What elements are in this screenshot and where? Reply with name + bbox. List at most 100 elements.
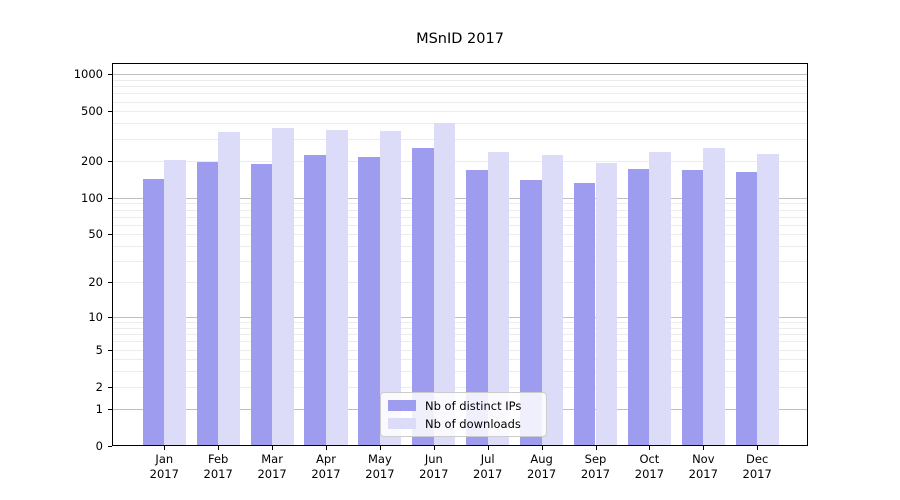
gridline-minor bbox=[112, 359, 808, 361]
y-tick-label: 5 bbox=[95, 342, 103, 357]
x-tick-mark bbox=[326, 446, 327, 450]
bar-distinct-ips-feb bbox=[196, 161, 219, 446]
y-tick-label: 1 bbox=[95, 401, 103, 416]
y-tick-mark bbox=[108, 316, 112, 318]
gridline-major bbox=[112, 316, 808, 318]
x-tick-mark bbox=[164, 446, 166, 450]
gridline-minor bbox=[112, 101, 808, 103]
gridline-minor bbox=[112, 224, 808, 226]
x-tick-mark bbox=[703, 446, 705, 450]
x-tick-mark bbox=[541, 446, 543, 450]
x-tick-year: 2017 bbox=[311, 466, 341, 481]
y-tick-label: 1000 bbox=[73, 67, 103, 82]
x-tick-label: Jul 2017 bbox=[458, 452, 518, 481]
x-tick-label: Nov 2017 bbox=[673, 452, 733, 481]
plot-area bbox=[112, 63, 808, 446]
x-tick-month: May bbox=[368, 452, 392, 466]
gridline-minor bbox=[112, 371, 808, 373]
bar-downloads-feb bbox=[218, 131, 240, 446]
legend-label-downloads: Nb of downloads bbox=[425, 416, 521, 431]
x-tick-mark bbox=[379, 446, 381, 450]
bar-distinct-ips-aug bbox=[520, 179, 542, 446]
y-tick-mark bbox=[108, 282, 112, 284]
gridline-minor bbox=[112, 341, 808, 343]
x-tick-year: 2017 bbox=[257, 466, 287, 481]
gridline-minor bbox=[112, 79, 808, 81]
bar-downloads-apr bbox=[326, 130, 348, 446]
x-tick-mark bbox=[433, 446, 435, 450]
x-tick-label: May 2017 bbox=[350, 452, 410, 481]
bar-distinct-ips-mar bbox=[250, 163, 273, 446]
bar-distinct-ips-sep bbox=[573, 183, 596, 446]
y-tick-label: 500 bbox=[81, 104, 103, 119]
x-tick-month: Jan bbox=[155, 452, 174, 466]
y-tick-mark bbox=[108, 234, 112, 236]
gridline-minor bbox=[112, 138, 808, 140]
x-tick-year: 2017 bbox=[742, 466, 772, 481]
gridline-minor bbox=[112, 246, 808, 248]
bar-downloads-oct bbox=[649, 151, 671, 446]
x-tick-label: Mar 2017 bbox=[242, 452, 302, 481]
y-tick-label: 20 bbox=[88, 275, 103, 290]
legend: Nb of distinct IPs Nb of downloads bbox=[380, 392, 547, 437]
x-tick-year: 2017 bbox=[365, 466, 395, 481]
x-tick-year: 2017 bbox=[634, 466, 665, 481]
gridline-minor bbox=[112, 160, 808, 162]
gridline-minor bbox=[112, 216, 808, 218]
y-tick-mark bbox=[108, 408, 112, 410]
gridline-minor bbox=[112, 93, 808, 95]
gridline-minor bbox=[112, 209, 808, 211]
x-tick-year: 2017 bbox=[580, 466, 611, 481]
bar-downloads-jan bbox=[164, 159, 186, 446]
bar-distinct-ips-jan bbox=[142, 178, 165, 446]
x-tick-mark bbox=[487, 446, 489, 450]
x-tick-year: 2017 bbox=[203, 466, 233, 481]
x-tick-label: Jun 2017 bbox=[404, 452, 464, 481]
bar-distinct-ips-jun bbox=[412, 147, 434, 446]
gridline-minor bbox=[112, 334, 808, 336]
x-tick-year: 2017 bbox=[473, 466, 503, 481]
bar-distinct-ips-dec bbox=[735, 172, 758, 446]
y-tick-mark bbox=[108, 160, 112, 162]
x-tick-label: Apr 2017 bbox=[296, 452, 356, 481]
gridline-minor bbox=[112, 327, 808, 329]
gridline-minor bbox=[112, 282, 808, 284]
bar-distinct-ips-jul bbox=[466, 169, 488, 446]
x-tick-month: Nov bbox=[692, 452, 715, 466]
bar-distinct-ips-nov bbox=[681, 169, 704, 446]
x-tick-label: Oct 2017 bbox=[619, 452, 679, 481]
bar-downloads-jun bbox=[433, 122, 456, 446]
gridline-minor bbox=[112, 111, 808, 113]
legend-label-distinct-ips: Nb of distinct IPs bbox=[425, 398, 522, 413]
y-tick-mark bbox=[108, 197, 112, 199]
x-tick-month: Apr bbox=[316, 452, 336, 466]
x-tick-year: 2017 bbox=[149, 466, 179, 481]
gridline-minor bbox=[112, 234, 808, 236]
x-tick-mark bbox=[218, 446, 220, 450]
y-tick-label: 0 bbox=[95, 439, 103, 453]
x-tick-label: Dec 2017 bbox=[727, 452, 787, 481]
gridline-minor bbox=[112, 86, 808, 88]
y-tick-label: 2 bbox=[95, 379, 103, 394]
y-tick-mark bbox=[108, 446, 112, 447]
bar-downloads-mar bbox=[272, 128, 294, 446]
gridline-minor bbox=[112, 203, 808, 205]
gridline-minor bbox=[112, 123, 808, 125]
x-tick-mark bbox=[595, 446, 597, 450]
x-tick-month: Jul bbox=[480, 452, 495, 466]
x-tick-year: 2017 bbox=[526, 466, 557, 481]
x-tick-year: 2017 bbox=[419, 466, 449, 481]
y-tick-mark bbox=[108, 349, 112, 351]
gridline-minor bbox=[112, 386, 808, 388]
x-tick-month: Mar bbox=[261, 452, 283, 466]
bar-distinct-ips-apr bbox=[304, 155, 326, 446]
x-tick-label: Feb 2017 bbox=[188, 452, 248, 481]
x-tick-month: Oct bbox=[639, 452, 660, 466]
bar-downloads-sep bbox=[595, 163, 618, 446]
y-tick-label: 200 bbox=[81, 153, 103, 168]
x-tick-month: Dec bbox=[746, 452, 769, 466]
bar-downloads-may bbox=[379, 131, 402, 446]
bar-distinct-ips-may bbox=[358, 157, 380, 446]
x-tick-month: Aug bbox=[530, 452, 553, 466]
